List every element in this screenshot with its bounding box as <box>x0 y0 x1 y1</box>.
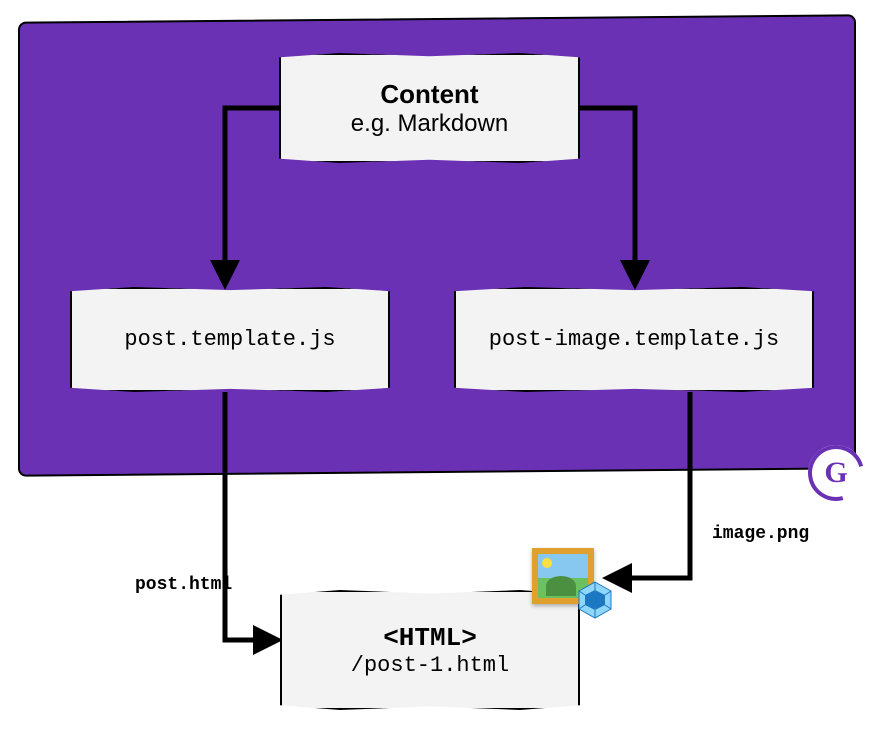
node-post-image-template: post-image.template.js <box>454 287 814 392</box>
edge-label-image-png: image.png <box>712 524 809 544</box>
gatsby-icon: G <box>808 445 864 501</box>
node-html-title: <HTML> <box>383 623 477 653</box>
node-post-template: post.template.js <box>70 287 390 392</box>
node-content: Content e.g. Markdown <box>279 53 580 163</box>
node-content-title: Content <box>380 79 478 110</box>
node-post-template-label: post.template.js <box>124 327 335 352</box>
edge-label-post-html: post.html <box>135 575 232 595</box>
node-content-subtitle: e.g. Markdown <box>351 110 508 138</box>
node-post-image-template-label: post-image.template.js <box>489 327 779 352</box>
webpack-icon <box>575 580 615 620</box>
node-html-output: <HTML> /post-1.html <box>280 590 580 710</box>
node-html-subtitle: /post-1.html <box>351 653 509 678</box>
